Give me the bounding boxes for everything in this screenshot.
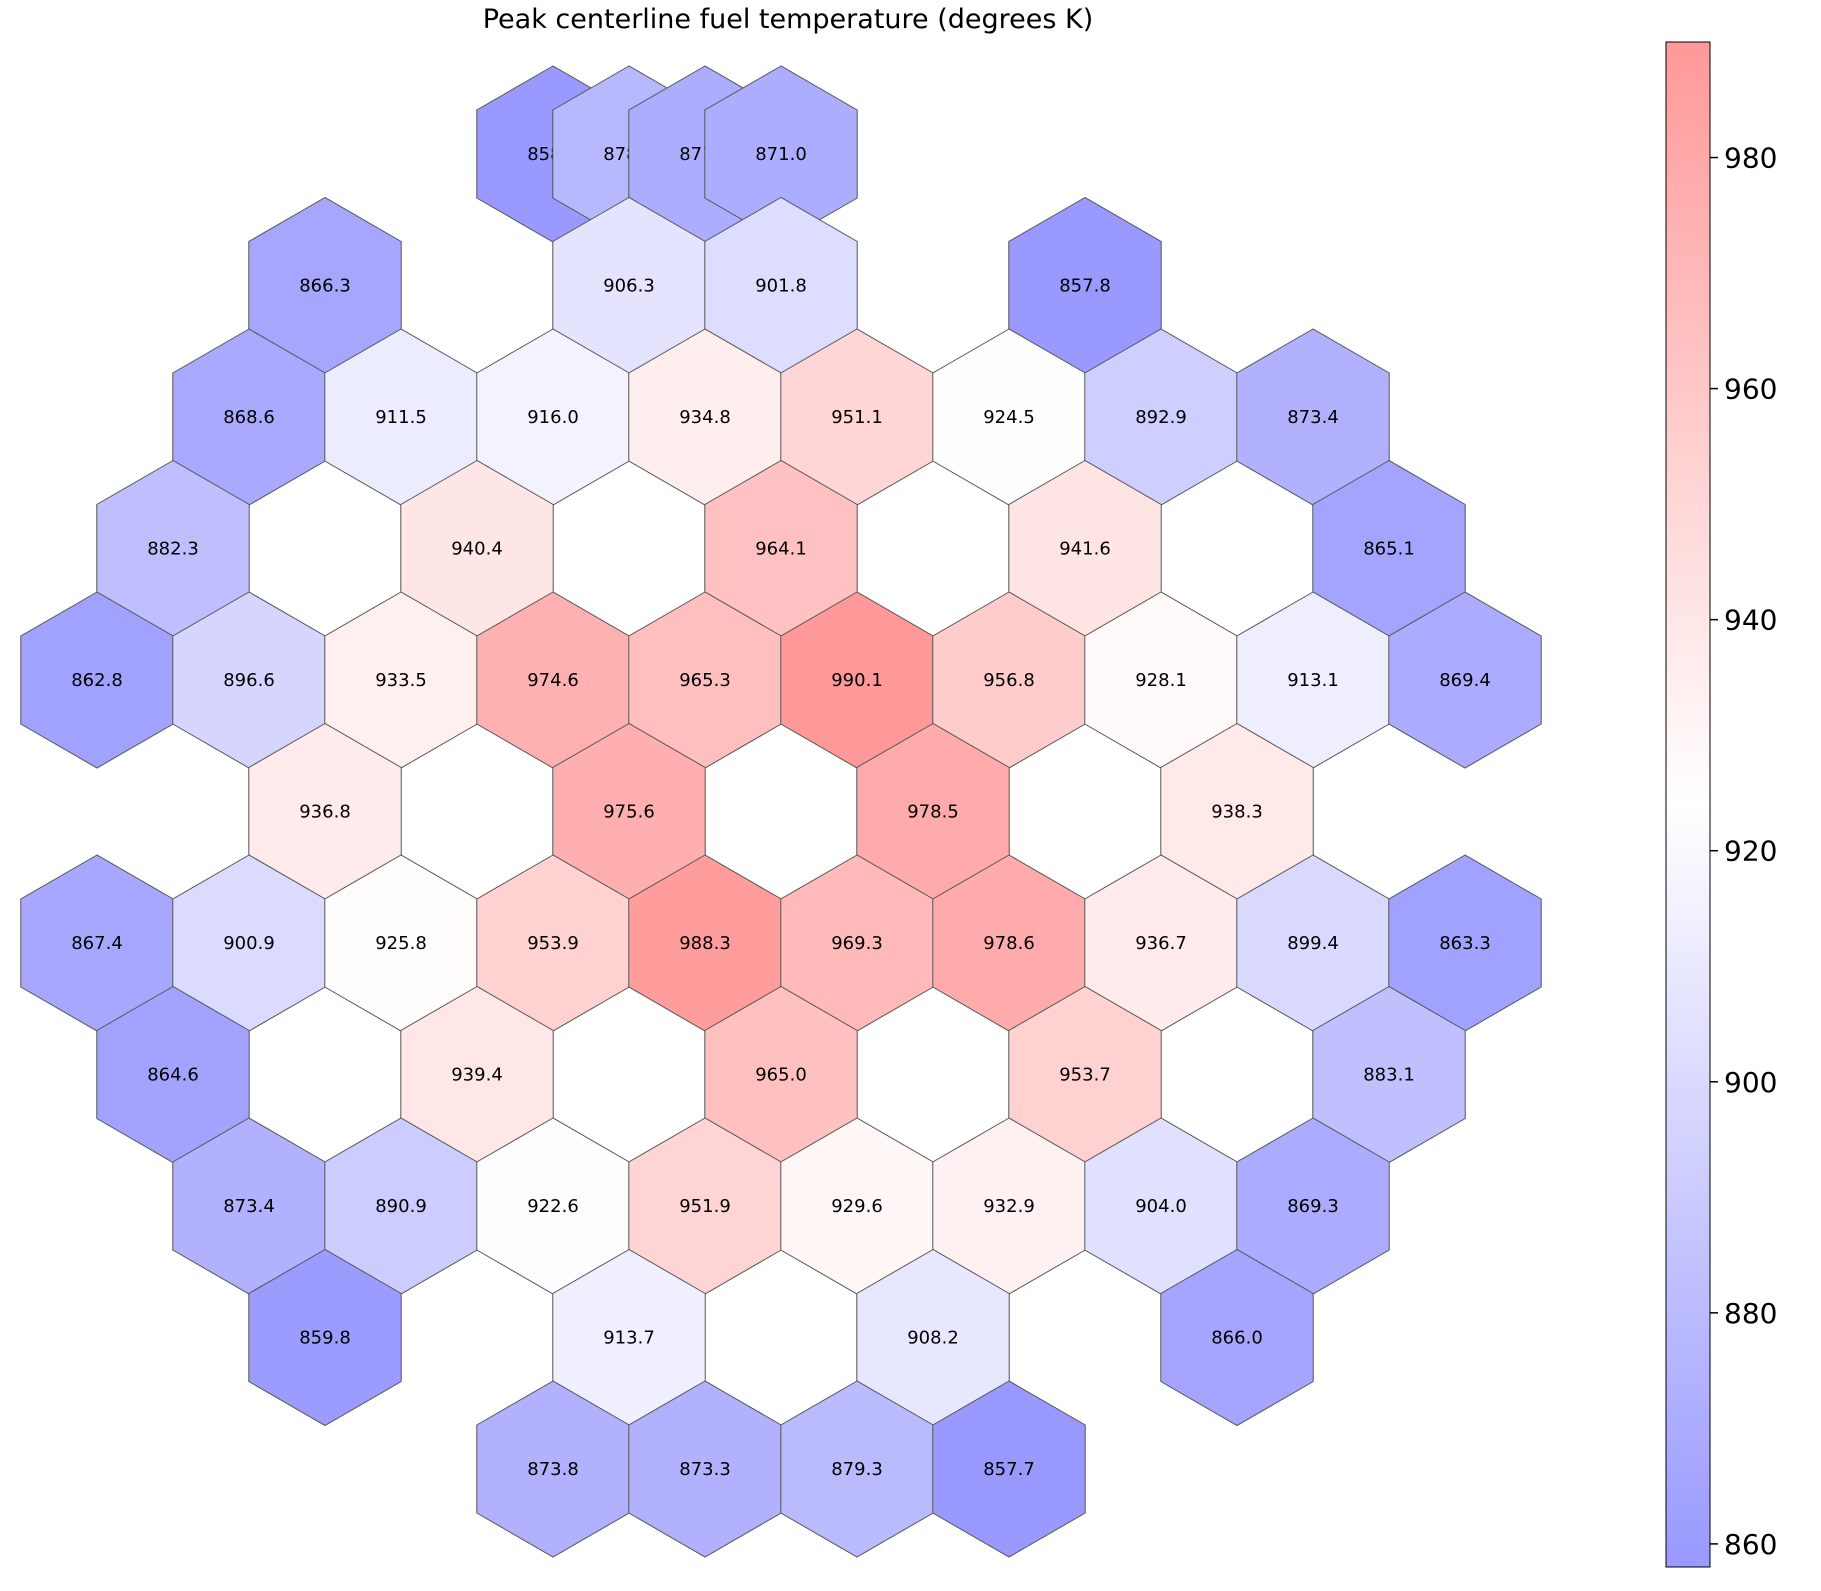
hex-value-label: 896.6 <box>223 670 275 691</box>
colorbar-tick-label: 960 <box>1724 373 1777 406</box>
colorbar-tick-label: 940 <box>1724 604 1777 637</box>
hex-value-label: 953.9 <box>527 933 579 954</box>
hex-value-label: 974.6 <box>527 670 579 691</box>
hex-value-label: 859.8 <box>299 1328 351 1349</box>
colorbar-tick-label: 920 <box>1724 835 1777 868</box>
hex-value-label: 866.0 <box>1211 1328 1263 1349</box>
hex-value-label: 879.3 <box>831 1459 883 1480</box>
hex-value-label: 938.3 <box>1211 802 1263 823</box>
hex-value-label: 932.9 <box>983 1196 1035 1217</box>
hex-value-label: 988.3 <box>679 933 731 954</box>
hex-value-label: 936.8 <box>299 802 351 823</box>
hex-value-label: 913.7 <box>603 1328 655 1349</box>
hex-value-label: 904.0 <box>1135 1196 1187 1217</box>
hex-value-label: 951.1 <box>831 407 883 428</box>
hex-value-label: 969.3 <box>831 933 883 954</box>
hex-value-label: 965.0 <box>755 1065 807 1086</box>
colorbar: 860 880 900 920 940 960 980 <box>1665 41 1777 1568</box>
hex-value-label: 956.8 <box>983 670 1035 691</box>
hex-value-label: 953.7 <box>1059 1065 1111 1086</box>
hex-value-label: 964.1 <box>755 539 807 560</box>
hex-value-label: 978.6 <box>983 933 1035 954</box>
hex-value-label: 916.0 <box>527 407 579 428</box>
colorbar-tick-label: 980 <box>1724 142 1777 175</box>
hex-value-label: 924.5 <box>983 407 1035 428</box>
hex-value-label: 978.5 <box>907 802 959 823</box>
hex-value-label: 862.8 <box>71 670 123 691</box>
hex-value-label: 869.4 <box>1439 670 1491 691</box>
hex-value-label: 936.7 <box>1135 933 1187 954</box>
hex-value-label: 873.3 <box>679 1459 731 1480</box>
hex-value-label: 864.6 <box>147 1065 199 1086</box>
hex-value-label: 940.4 <box>451 539 503 560</box>
chart-title: Peak centerline fuel temperature (degree… <box>482 4 1094 35</box>
hex-grid: 858.0878.1871.2871.0866.3906.3901.8857.8… <box>20 65 1542 1558</box>
hex-value-label: 965.3 <box>679 670 731 691</box>
hex-value-label: 906.3 <box>603 276 655 297</box>
hex-value-label: 863.3 <box>1439 933 1491 954</box>
hex-value-label: 882.3 <box>147 539 199 560</box>
hex-value-label: 873.4 <box>1287 407 1339 428</box>
colorbar-tick-label: 880 <box>1724 1297 1777 1330</box>
hex-value-label: 951.9 <box>679 1196 731 1217</box>
hex-cell <box>932 1380 1086 1558</box>
hex-value-label: 890.9 <box>375 1196 427 1217</box>
hex-value-label: 933.5 <box>375 670 427 691</box>
hex-value-label: 929.6 <box>831 1196 883 1217</box>
hex-value-label: 975.6 <box>603 802 655 823</box>
hex-value-label: 939.4 <box>451 1065 503 1086</box>
hex-value-label: 900.9 <box>223 933 275 954</box>
hex-value-label: 883.1 <box>1363 1065 1415 1086</box>
hex-value-label: 922.6 <box>527 1196 579 1217</box>
colorbar-tick-label: 900 <box>1724 1066 1777 1099</box>
hex-value-label: 990.1 <box>831 670 883 691</box>
hex-value-label: 934.8 <box>679 407 731 428</box>
hex-value-label: 911.5 <box>375 407 427 428</box>
colorbar-gradient <box>1665 41 1711 1568</box>
hex-value-label: 873.4 <box>223 1196 275 1217</box>
hex-value-label: 873.8 <box>527 1459 579 1480</box>
hex-value-label: 867.4 <box>71 933 123 954</box>
hex-value-label: 925.8 <box>375 933 427 954</box>
hex-value-label: 908.2 <box>907 1328 959 1349</box>
colorbar-tick-label: 860 <box>1724 1528 1777 1561</box>
hex-value-label: 871.0 <box>755 144 807 165</box>
hex-value-label: 857.7 <box>983 1459 1035 1480</box>
hex-value-label: 899.4 <box>1287 933 1339 954</box>
hex-value-label: 865.1 <box>1363 539 1415 560</box>
hex-value-label: 868.6 <box>223 407 275 428</box>
hex-value-label: 857.8 <box>1059 276 1111 297</box>
hex-value-label: 941.6 <box>1059 539 1111 560</box>
hex-value-label: 928.1 <box>1135 670 1187 691</box>
hex-value-label: 913.1 <box>1287 670 1339 691</box>
hex-cell <box>248 1248 402 1427</box>
hex-value-label: 869.3 <box>1287 1196 1339 1217</box>
hex-cell <box>1388 591 1542 769</box>
hex-cell <box>1160 1248 1314 1427</box>
hex-value-label: 866.3 <box>299 276 351 297</box>
hex-value-label: 901.8 <box>755 276 807 297</box>
hex-value-label: 892.9 <box>1135 407 1187 428</box>
